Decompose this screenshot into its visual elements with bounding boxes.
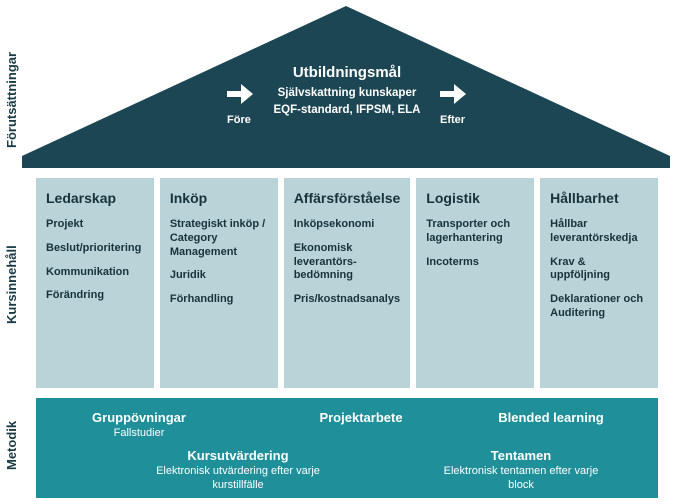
column-item: Kommunikation [46,266,144,280]
column-item: Incoterms [426,256,524,270]
section-label-mid: Kursinnehåll [4,210,19,360]
column: Logistik Transporter och lagerhantering In… [416,178,534,388]
bottom-item: Blended learning [476,410,626,425]
bottom-band: Gruppövningar Fallstudier Projektarbete … [36,398,658,498]
bottom-title: Tentamen [436,448,606,463]
section-label-top: Förutsättningar [4,45,19,155]
column-item: Projekt [46,218,144,232]
bottom-item: Tentamen Elektronisk tentamen efter varj… [436,448,606,493]
column: Ledarskap Projekt Beslut/prioritering Kommu… [36,178,154,388]
column-item: Transporter och lagerhantering [426,218,524,246]
column-title: Affärsförståelse [294,190,401,206]
bottom-title: Kursutvärdering [138,448,338,463]
bottom-title: Blended learning [476,410,626,425]
column: Affärsförståelse Inköpsekonomi Ekonomisk l… [284,178,411,388]
bottom-sub: Elektronisk tentamen efter varje block [436,464,606,493]
columns-row: Ledarskap Projekt Beslut/prioritering Kommu… [36,178,658,388]
column-item: Strategiskt inköp / Category Management [170,218,268,259]
bottom-title: Gruppövningar [74,410,204,425]
column-title: Logistik [426,190,524,206]
bottom-sub: Elektronisk utvärdering efter varje kurs… [138,464,338,493]
bottom-title: Projektarbete [296,410,426,425]
roof: Före Efter Utbildningsmål Självskattning… [22,6,670,168]
column: Hållbarhet Hållbar leverantörskedja Krav &… [540,178,658,388]
section-label-bot: Metodik [4,405,19,485]
column: Inköp Strategiskt inköp / Category Manage… [160,178,278,388]
bottom-sub: Fallstudier [74,426,204,440]
column-item: Beslut/prioritering [46,242,144,256]
roof-text: Utbildningsmål Självskattning kunskaper … [202,64,492,120]
column-item: Förhandling [170,293,268,307]
column-item: Pris/kostnadsanalys [294,293,401,307]
roof-line-2: EQF-standard, IFPSM, ELA [202,102,492,119]
bottom-item: Gruppövningar Fallstudier [74,410,204,440]
column-item: Deklarationer och Auditering [550,293,648,321]
column-title: Inköp [170,190,268,206]
bottom-item: Projektarbete [296,410,426,425]
column-item: Krav & uppföljning [550,256,648,284]
column-title: Ledarskap [46,190,144,206]
column-item: Förändring [46,289,144,303]
bottom-item: Kursutvärdering Elektronisk utvärdering … [138,448,338,493]
column-item: Ekonomisk leverantörs-bedömning [294,242,401,283]
column-title: Hållbarhet [550,190,648,206]
roof-title: Utbildningsmål [202,64,492,81]
roof-line-1: Självskattning kunskaper [202,85,492,102]
column-item: Juridik [170,269,268,283]
column-item: Hållbar leverantörskedja [550,218,648,246]
column-item: Inköpsekonomi [294,218,401,232]
